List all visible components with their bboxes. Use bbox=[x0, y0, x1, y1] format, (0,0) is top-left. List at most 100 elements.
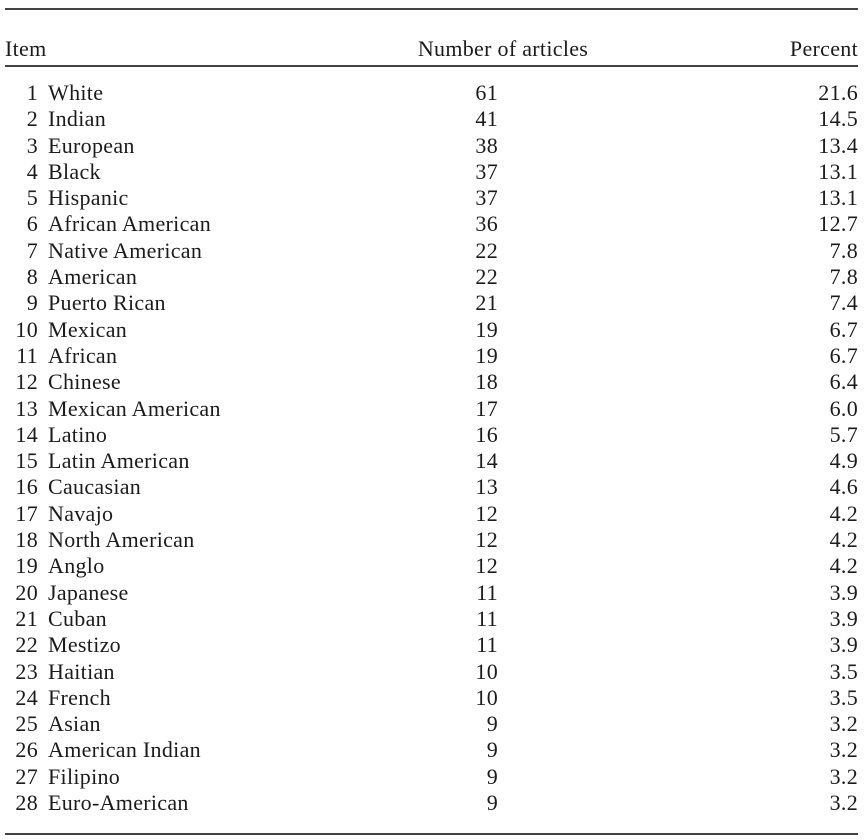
row-articles: 37 bbox=[475, 158, 498, 184]
table-row: 5 Hispanic 37 13.1 bbox=[5, 185, 858, 211]
row-term: Euro-American bbox=[48, 790, 189, 816]
row-percent: 4.2 bbox=[829, 553, 858, 579]
row-term: Mestizo bbox=[48, 632, 121, 658]
row-articles: 12 bbox=[475, 553, 498, 579]
row-index: 21 bbox=[15, 605, 38, 631]
table-row: 21 Cuban 11 3.9 bbox=[5, 606, 858, 632]
table-row: 24 French 10 3.5 bbox=[5, 685, 858, 711]
row-percent: 7.8 bbox=[829, 264, 858, 290]
row-index: 5 bbox=[26, 185, 38, 211]
row-index: 4 bbox=[26, 158, 38, 184]
row-percent: 3.2 bbox=[829, 763, 858, 789]
row-percent: 3.5 bbox=[829, 684, 858, 710]
row-term: Cuban bbox=[48, 605, 107, 631]
table-row: 6 African American 36 12.7 bbox=[5, 211, 858, 237]
table-header: Item Number of articles Percent bbox=[5, 10, 858, 65]
row-term: Mexican American bbox=[48, 395, 221, 421]
row-percent: 13.1 bbox=[818, 185, 858, 211]
column-header-percent: Percent bbox=[789, 36, 858, 61]
row-articles: 36 bbox=[475, 211, 498, 237]
row-articles: 16 bbox=[475, 421, 498, 447]
row-term: American bbox=[48, 264, 138, 290]
row-articles: 11 bbox=[476, 605, 498, 631]
table-row: 13 Mexican American 17 6.0 bbox=[5, 396, 858, 422]
row-term: White bbox=[48, 80, 104, 105]
header-rule bbox=[5, 65, 858, 67]
row-index: 23 bbox=[15, 658, 38, 684]
row-term: Chinese bbox=[48, 369, 121, 395]
row-percent: 13.1 bbox=[818, 158, 858, 184]
row-percent: 6.4 bbox=[829, 369, 858, 395]
row-index: 1 bbox=[26, 80, 38, 105]
row-index: 22 bbox=[15, 632, 38, 658]
row-index: 13 bbox=[15, 395, 38, 421]
row-term: African bbox=[48, 342, 118, 368]
table-row: 22 Mestizo 11 3.9 bbox=[5, 632, 858, 658]
row-articles: 18 bbox=[475, 369, 498, 395]
row-articles: 9 bbox=[486, 790, 498, 816]
row-index: 18 bbox=[15, 527, 38, 553]
row-index: 3 bbox=[26, 132, 38, 158]
row-term: Black bbox=[48, 158, 101, 184]
table-row: 17 Navajo 12 4.2 bbox=[5, 501, 858, 527]
row-percent: 12.7 bbox=[818, 211, 858, 237]
row-percent: 3.2 bbox=[829, 711, 858, 737]
table-row: 20 Japanese 11 3.9 bbox=[5, 580, 858, 606]
row-percent: 13.4 bbox=[818, 132, 858, 158]
row-articles: 38 bbox=[475, 132, 498, 158]
table-row: 16 Caucasian 13 4.6 bbox=[5, 474, 858, 500]
row-articles: 37 bbox=[475, 185, 498, 211]
row-index: 20 bbox=[15, 579, 38, 605]
row-percent: 6.0 bbox=[829, 395, 858, 421]
row-index: 14 bbox=[15, 421, 38, 447]
row-percent: 3.9 bbox=[829, 579, 858, 605]
row-articles: 19 bbox=[475, 342, 498, 368]
row-term: Navajo bbox=[48, 500, 114, 526]
row-percent: 7.8 bbox=[829, 237, 858, 263]
row-percent: 4.2 bbox=[829, 527, 858, 553]
row-percent: 4.9 bbox=[829, 448, 858, 474]
table-row: 19 Anglo 12 4.2 bbox=[5, 553, 858, 579]
row-term: French bbox=[48, 684, 111, 710]
row-index: 15 bbox=[15, 448, 38, 474]
row-percent: 4.6 bbox=[829, 474, 858, 500]
table-row: 15 Latin American 14 4.9 bbox=[5, 448, 858, 474]
table-row: 14 Latino 16 5.7 bbox=[5, 422, 858, 448]
row-percent: 7.4 bbox=[829, 290, 858, 316]
row-index: 7 bbox=[26, 237, 38, 263]
table-row: 4 Black 37 13.1 bbox=[5, 159, 858, 185]
row-articles: 9 bbox=[486, 763, 498, 789]
row-articles: 41 bbox=[475, 106, 498, 132]
row-index: 8 bbox=[26, 264, 38, 290]
table-row: 3 European 38 13.4 bbox=[5, 133, 858, 159]
row-percent: 5.7 bbox=[829, 421, 858, 447]
row-articles: 11 bbox=[476, 579, 498, 605]
row-percent: 4.2 bbox=[829, 500, 858, 526]
row-index: 10 bbox=[15, 316, 38, 342]
row-index: 11 bbox=[16, 342, 38, 368]
row-articles: 11 bbox=[476, 632, 498, 658]
row-term: American Indian bbox=[48, 737, 201, 763]
row-index: 12 bbox=[15, 369, 38, 395]
row-term: Latin American bbox=[48, 448, 190, 474]
row-term: Hispanic bbox=[48, 185, 129, 211]
row-articles: 19 bbox=[475, 316, 498, 342]
row-percent: 3.2 bbox=[829, 737, 858, 763]
row-index: 28 bbox=[15, 790, 38, 816]
row-index: 26 bbox=[15, 737, 38, 763]
row-term: Caucasian bbox=[48, 474, 142, 500]
table-row: 7 Native American 22 7.8 bbox=[5, 238, 858, 264]
row-percent: 14.5 bbox=[818, 106, 858, 132]
column-header-articles: Number of articles bbox=[417, 36, 589, 61]
row-term: Native American bbox=[48, 237, 203, 263]
table-row: 11 African 19 6.7 bbox=[5, 343, 858, 369]
row-index: 2 bbox=[26, 106, 38, 132]
row-percent: 3.2 bbox=[829, 790, 858, 816]
row-articles: 12 bbox=[475, 500, 498, 526]
row-articles: 10 bbox=[475, 684, 498, 710]
row-articles: 17 bbox=[475, 395, 498, 421]
row-index: 16 bbox=[15, 474, 38, 500]
row-percent: 3.9 bbox=[829, 605, 858, 631]
row-term: African American bbox=[48, 211, 211, 237]
table-row: 18 North American 12 4.2 bbox=[5, 527, 858, 553]
